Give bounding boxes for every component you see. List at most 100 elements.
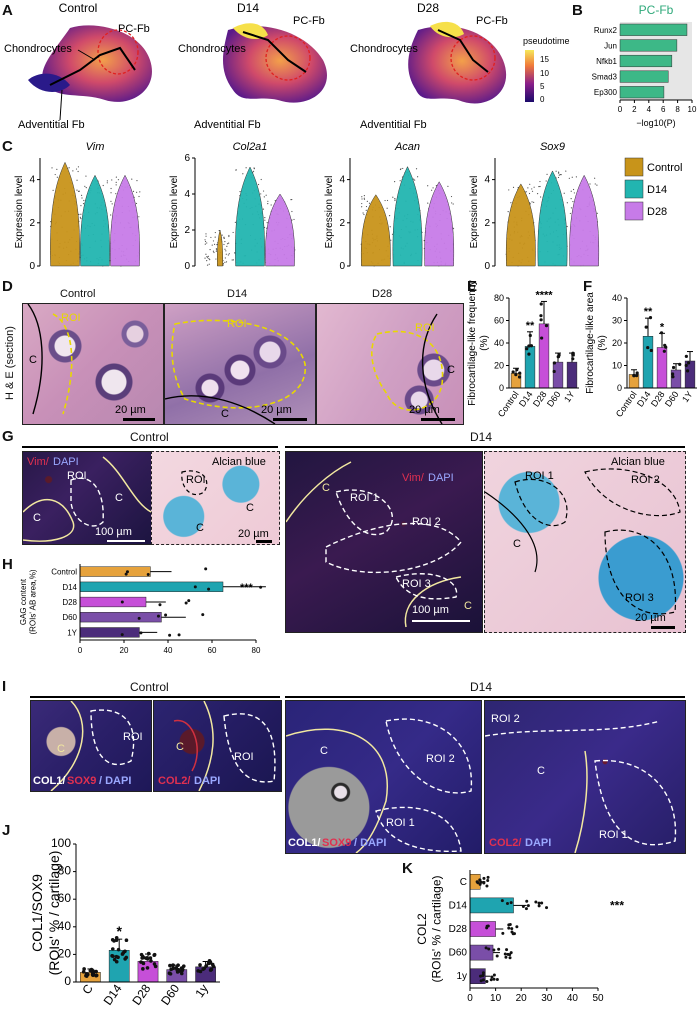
tick-label: Runx2 [594, 26, 618, 35]
stain-sox9-label: SOX9 [67, 775, 97, 787]
colorbar-tick: 0 [540, 95, 545, 104]
data-point [505, 901, 509, 905]
tick-label: 80 [58, 864, 72, 878]
data-point [510, 930, 514, 934]
violin [80, 174, 110, 267]
jitter-point [136, 180, 138, 182]
jitter-point [451, 202, 453, 204]
data-point [486, 879, 490, 883]
jitter-point [386, 207, 388, 209]
tick-label: 0 [618, 105, 623, 114]
jitter-point [110, 192, 112, 194]
g-title-d14: D14 [470, 430, 493, 444]
data-point [556, 354, 561, 359]
data-point [506, 952, 510, 956]
data-point [193, 585, 197, 589]
data-point [482, 876, 486, 880]
jitter-point [212, 240, 215, 242]
data-point [671, 372, 675, 376]
data-point [479, 880, 483, 884]
bar [642, 336, 654, 389]
umap-chondro-d28 [430, 21, 464, 38]
stain-dapi-label: DAPI [194, 775, 221, 787]
jitter-point [260, 178, 262, 181]
jitter-point [239, 190, 241, 193]
jitter-point [566, 202, 568, 204]
jitter-point [224, 240, 226, 243]
panel-label-b: B [572, 2, 583, 19]
roi-label: ROI 1 [525, 470, 554, 482]
jitter-point [213, 251, 215, 254]
jitter-point [209, 248, 211, 251]
tick-label: 4 [484, 175, 490, 186]
panel-label-e: E [467, 278, 478, 295]
divider [22, 446, 278, 448]
jitter-point [85, 175, 87, 177]
axis-label: GAG content [19, 578, 28, 625]
jitter-point [510, 202, 512, 204]
tick-label: 20 [58, 946, 72, 960]
jitter-point [266, 222, 268, 224]
he-title-control: Control [60, 288, 96, 300]
data-point [164, 613, 168, 617]
data-point [485, 979, 489, 983]
jitter-point [531, 201, 533, 203]
jitter-point [235, 169, 237, 171]
data-point [478, 878, 482, 882]
violin [360, 194, 391, 267]
i-col1-control: C ROI COL1/ SOX9 / DAPI [30, 700, 152, 792]
umap-trajectory-control [49, 46, 136, 86]
tick-label: 6 [184, 153, 190, 164]
jitter-point [531, 188, 533, 190]
jitter-point [450, 195, 453, 198]
he-side-label: H & E (section) [4, 326, 16, 400]
data-point [124, 572, 128, 576]
jitter-point [232, 231, 234, 234]
jitter-point [365, 205, 368, 208]
bar [469, 921, 496, 937]
jitter-point [267, 200, 269, 202]
data-point [198, 963, 202, 967]
data-point [121, 951, 126, 955]
jitter-point [563, 192, 565, 194]
c-label: C [537, 765, 545, 777]
data-point [644, 325, 648, 329]
jitter-point [540, 196, 542, 198]
bar [79, 612, 162, 623]
data-point [187, 599, 191, 603]
data-point [120, 600, 124, 604]
jitter-point [392, 196, 394, 198]
jitter-point [211, 244, 213, 246]
jitter-point [215, 250, 217, 252]
stain-col1-label: COL1/ [288, 837, 321, 849]
jitter-point [52, 189, 54, 191]
jitter-point [263, 196, 265, 198]
c-label: C [115, 492, 123, 504]
data-point [201, 613, 205, 617]
data-point [497, 947, 501, 951]
significance-label: ** [644, 306, 653, 318]
data-point [534, 900, 538, 904]
jitter-point [234, 221, 236, 223]
stain-dapi-label: DAPI [53, 456, 79, 468]
data-point [208, 968, 213, 972]
jitter-point [83, 199, 85, 202]
bar [524, 346, 536, 389]
he-image-d14: ROI C 20 µm [164, 303, 316, 425]
c-label: C [320, 745, 328, 757]
jitter-point [363, 195, 365, 197]
violin [505, 183, 536, 267]
he-c-label: C [221, 408, 229, 420]
g-vim-control: Vim/ DAPI ROI C C 100 µm [22, 451, 152, 545]
jitter-point [115, 184, 117, 186]
tick-label: Jun [604, 41, 617, 50]
stain-col2-label: COL2/ [489, 837, 522, 849]
jitter-point [452, 203, 454, 205]
jitter-point [570, 198, 572, 200]
jitter-point [263, 226, 266, 229]
data-point [481, 978, 485, 982]
he-c-label: C [447, 364, 455, 376]
jitter-point [51, 167, 53, 169]
jitter-point [56, 176, 58, 178]
data-point [515, 925, 519, 929]
